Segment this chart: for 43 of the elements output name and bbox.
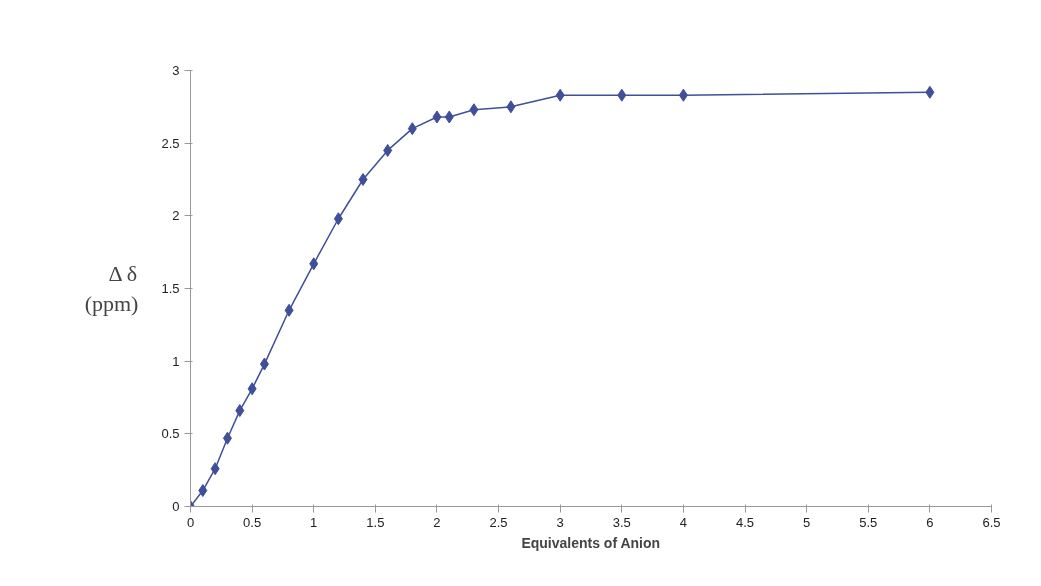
y-tick-label: 0.5 [161,426,180,442]
point [617,88,627,102]
y-tick-label: 1 [172,353,180,369]
point [222,431,232,445]
point [247,382,257,396]
point [678,88,688,102]
point [284,303,294,317]
x-tick-label: 5.5 [859,514,878,530]
point [210,462,220,476]
point [198,484,208,498]
point [259,357,269,371]
point [925,85,935,99]
point [383,143,393,157]
x-tick-label: 0 [186,514,195,530]
x-tick-label: 4 [679,514,688,530]
point [432,110,442,124]
y-tick-label: 2 [172,208,180,224]
y-tick-label: 3 [172,63,180,78]
x-tick-label: 2 [433,514,441,530]
point [407,122,417,136]
x-axis-title: Equivalents of Anion [521,534,661,551]
point [555,88,565,102]
y-axis-title: Δ δ (ppm) [84,261,139,316]
y-tick-label: 2.5 [161,135,180,151]
point [358,173,368,186]
x-tick-label: 3 [556,514,564,530]
x-tick-label: 6 [926,514,934,530]
point [235,404,245,418]
point [333,212,343,226]
point [309,257,319,271]
y-tick-label: 1.5 [161,281,180,296]
x-tick-label: 5 [803,514,811,530]
point [506,100,516,114]
y-tick-label: 0 [172,499,180,514]
x-tick-label: 2.5 [489,514,508,530]
x-tick-label: 4.5 [736,514,755,530]
x-tick-label: 6.5 [982,514,1001,530]
x-tick-label: 1 [310,514,318,530]
point [469,103,479,117]
x-tick-label: 3.5 [612,514,631,530]
x-tick-label: 1.5 [366,514,385,530]
x-tick-label: 0.5 [243,514,262,530]
point [444,110,454,124]
